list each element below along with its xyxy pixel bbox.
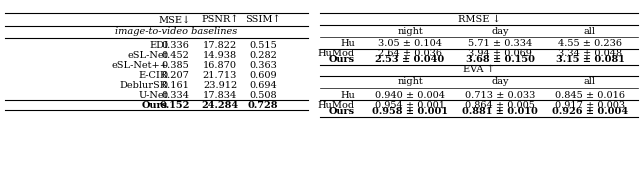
Text: E-CIR: E-CIR: [139, 70, 168, 79]
Text: RMSE ↓: RMSE ↓: [458, 15, 500, 23]
Text: eSL-Net++: eSL-Net++: [111, 61, 168, 69]
Text: EVA ↑: EVA ↑: [463, 66, 495, 75]
Text: 17.834: 17.834: [203, 91, 237, 100]
Text: 0.385: 0.385: [161, 61, 189, 69]
Text: 0.713 ± 0.033: 0.713 ± 0.033: [465, 91, 535, 100]
Text: 2.53 ± 0.040: 2.53 ± 0.040: [376, 55, 445, 65]
Text: 0.207: 0.207: [161, 70, 189, 79]
Text: 0.864 ± 0.005: 0.864 ± 0.005: [465, 101, 535, 110]
Text: HuMod: HuMod: [318, 101, 355, 110]
Text: 0.958 ± 0.001: 0.958 ± 0.001: [372, 106, 448, 115]
Text: 0.845 ± 0.016: 0.845 ± 0.016: [555, 91, 625, 100]
Text: 0.728: 0.728: [248, 101, 278, 110]
Text: 21.713: 21.713: [203, 70, 237, 79]
Text: 2.64 ± 0.036: 2.64 ± 0.036: [378, 50, 442, 58]
Text: all: all: [584, 27, 596, 35]
Text: EDI: EDI: [149, 41, 168, 50]
Text: 0.508: 0.508: [249, 91, 277, 100]
Text: HuMod: HuMod: [318, 50, 355, 58]
Text: all: all: [584, 78, 596, 87]
Text: Hu: Hu: [340, 91, 355, 100]
Text: 3.68 ± 0.150: 3.68 ± 0.150: [465, 55, 534, 65]
Text: 17.822: 17.822: [203, 41, 237, 50]
Text: 0.515: 0.515: [249, 41, 277, 50]
Text: 0.152: 0.152: [160, 101, 190, 110]
Text: 0.926 ± 0.004: 0.926 ± 0.004: [552, 106, 628, 115]
Text: 16.870: 16.870: [203, 61, 237, 69]
Text: U-Net: U-Net: [138, 91, 168, 100]
Text: day: day: [492, 78, 509, 87]
Text: 0.609: 0.609: [249, 70, 277, 79]
Text: 0.694: 0.694: [249, 80, 277, 90]
Text: 3.15 ± 0.081: 3.15 ± 0.081: [556, 55, 625, 65]
Text: Hu: Hu: [340, 40, 355, 49]
Text: 3.34 ± 0.048: 3.34 ± 0.048: [558, 50, 622, 58]
Text: day: day: [492, 27, 509, 35]
Text: 0.452: 0.452: [161, 51, 189, 59]
Text: 5.71 ± 0.334: 5.71 ± 0.334: [468, 40, 532, 49]
Text: Ours: Ours: [142, 101, 168, 110]
Text: 0.336: 0.336: [161, 41, 189, 50]
Text: night: night: [397, 27, 423, 35]
Text: 0.334: 0.334: [161, 91, 189, 100]
Text: 0.363: 0.363: [249, 61, 277, 69]
Text: 24.284: 24.284: [202, 101, 239, 110]
Text: 23.912: 23.912: [203, 80, 237, 90]
Text: Ours: Ours: [329, 106, 355, 115]
Text: 3.05 ± 0.104: 3.05 ± 0.104: [378, 40, 442, 49]
Text: image-to-video baselines: image-to-video baselines: [115, 28, 237, 37]
Text: 0.954 ± 0.001: 0.954 ± 0.001: [375, 101, 445, 110]
Text: 3.94 ± 0.069: 3.94 ± 0.069: [468, 50, 532, 58]
Text: 4.55 ± 0.236: 4.55 ± 0.236: [558, 40, 622, 49]
Text: Ours: Ours: [329, 55, 355, 65]
Text: 0.881 ± 0.010: 0.881 ± 0.010: [462, 106, 538, 115]
Text: MSE↓: MSE↓: [159, 16, 191, 25]
Text: PSNR↑: PSNR↑: [202, 16, 239, 25]
Text: 0.282: 0.282: [249, 51, 277, 59]
Text: SSIM↑: SSIM↑: [245, 16, 281, 25]
Text: eSL-Net: eSL-Net: [127, 51, 168, 59]
Text: night: night: [397, 78, 423, 87]
Text: 14.938: 14.938: [203, 51, 237, 59]
Text: DeblurSR: DeblurSR: [120, 80, 168, 90]
Text: 0.917 ± 0.003: 0.917 ± 0.003: [555, 101, 625, 110]
Text: 0.940 ± 0.004: 0.940 ± 0.004: [375, 91, 445, 100]
Text: 0.161: 0.161: [161, 80, 189, 90]
